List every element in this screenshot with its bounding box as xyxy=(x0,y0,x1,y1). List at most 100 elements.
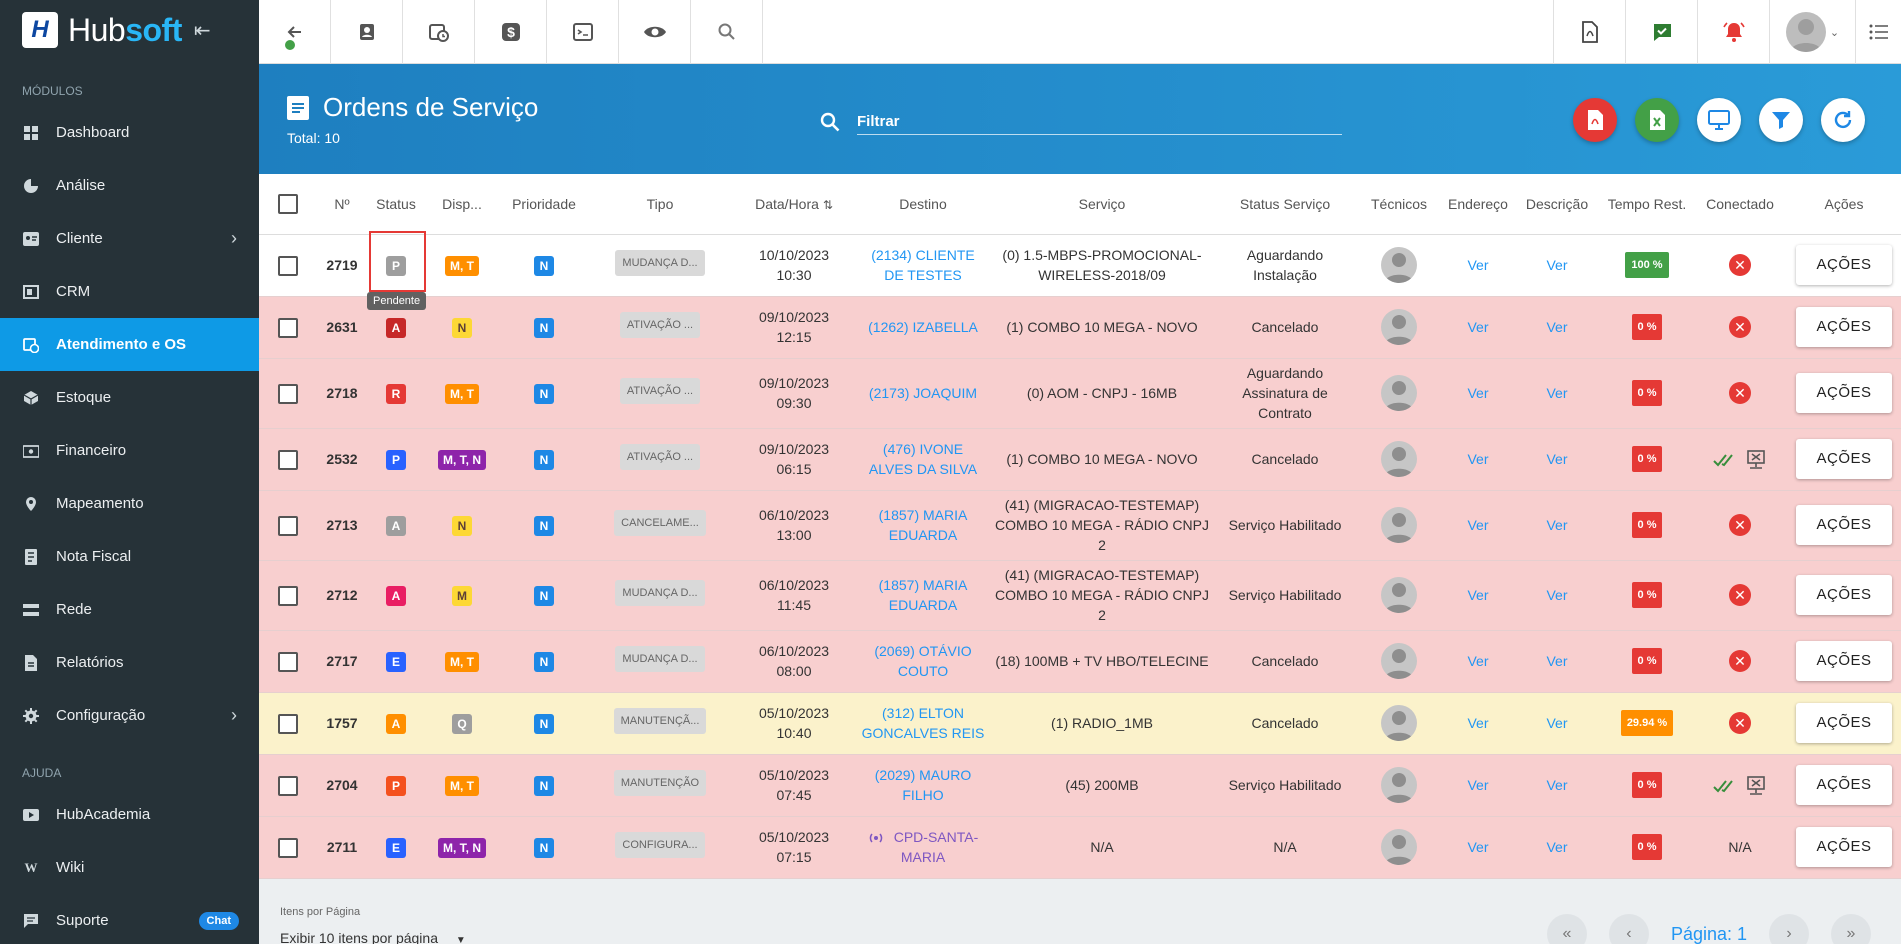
status-badge[interactable]: A xyxy=(386,585,406,606)
column-header-address[interactable]: Endereço xyxy=(1443,174,1513,235)
status-badge[interactable]: P xyxy=(386,255,406,276)
destination-link[interactable]: (2069) OTÁVIO COUTO xyxy=(874,643,972,679)
row-checkbox[interactable] xyxy=(278,775,298,796)
status-badge[interactable]: R xyxy=(386,383,406,404)
actions-button[interactable]: AÇÕES xyxy=(1796,245,1892,285)
sidebar-item-financeiro[interactable]: Financeiro xyxy=(0,424,259,477)
status-badge[interactable]: P xyxy=(386,449,406,470)
destination-link[interactable]: (2173) JOAQUIM xyxy=(868,385,978,401)
actions-button[interactable]: AÇÕES xyxy=(1796,373,1892,413)
actions-button[interactable]: AÇÕES xyxy=(1796,703,1892,743)
description-link[interactable]: Ver xyxy=(1546,451,1568,467)
sidebar-item-relatorios[interactable]: Relatórios xyxy=(0,636,259,689)
row-checkbox[interactable] xyxy=(278,585,298,606)
table-row[interactable]: 2712 A M N MUDANÇA D... 06/10/2023 11:45 (1857)… xyxy=(259,560,1901,631)
pdf-export-button[interactable] xyxy=(1553,0,1625,64)
actions-button[interactable]: AÇÕES xyxy=(1796,765,1892,805)
row-checkbox[interactable] xyxy=(278,713,298,734)
sidebar-item-analise[interactable]: Análise xyxy=(0,159,259,212)
destination-link[interactable]: (476) IVONE ALVES DA SILVA xyxy=(868,441,978,477)
table-row[interactable]: 2711 E M, T, N N CONFIGURA... 05/10/2023 07:15… xyxy=(259,816,1901,879)
address-link[interactable]: Ver xyxy=(1467,839,1489,855)
description-link[interactable]: Ver xyxy=(1546,777,1568,793)
technician-avatar[interactable] xyxy=(1381,829,1417,865)
destination-link[interactable]: (1857) MARIA EDUARDA xyxy=(878,507,968,543)
status-badge[interactable]: P xyxy=(386,775,406,796)
technician-avatar[interactable] xyxy=(1381,577,1417,613)
actions-button[interactable]: AÇÕES xyxy=(1796,307,1892,347)
filter-input[interactable] xyxy=(857,109,1342,135)
sidebar-item-crm[interactable]: CRM xyxy=(0,265,259,318)
actions-button[interactable]: AÇÕES xyxy=(1796,641,1892,681)
collapse-menu-icon[interactable]: ⇤ xyxy=(193,19,211,42)
sidebar-item-cliente[interactable]: Cliente › xyxy=(0,212,259,265)
column-header-type[interactable]: Tipo xyxy=(589,174,731,235)
export-excel-button[interactable] xyxy=(1635,98,1679,142)
table-row[interactable]: 2717 E M, T N MUDANÇA D... 06/10/2023 08:00 (20… xyxy=(259,630,1901,693)
technician-avatar[interactable] xyxy=(1381,375,1417,411)
table-row[interactable]: 2718 R M, T N ATIVAÇÃO ... 09/10/2023 09:30 (21… xyxy=(259,358,1901,429)
table-row[interactable]: 2713 A N N CANCELAME... 06/10/2023 13:00 (1857)… xyxy=(259,490,1901,561)
address-link[interactable]: Ver xyxy=(1467,777,1489,793)
display-button[interactable] xyxy=(1697,98,1741,142)
row-checkbox[interactable] xyxy=(278,837,298,858)
destination-link[interactable]: (1857) MARIA EDUARDA xyxy=(878,577,968,613)
destination-link[interactable]: (312) ELTON GONCALVES REIS xyxy=(861,705,985,741)
messages-button[interactable] xyxy=(1625,0,1697,64)
terminal-button[interactable] xyxy=(547,0,619,64)
description-link[interactable]: Ver xyxy=(1546,587,1568,603)
status-badge[interactable]: E xyxy=(386,837,406,858)
column-header-destination[interactable]: Destino xyxy=(857,174,989,235)
technician-avatar[interactable] xyxy=(1381,705,1417,741)
address-link[interactable]: Ver xyxy=(1467,517,1489,533)
address-link[interactable]: Ver xyxy=(1467,319,1489,335)
description-link[interactable]: Ver xyxy=(1546,319,1568,335)
actions-button[interactable]: AÇÕES xyxy=(1796,575,1892,615)
back-button[interactable] xyxy=(259,0,331,64)
row-checkbox[interactable] xyxy=(278,651,298,672)
sidebar-item-nota-fiscal[interactable]: Nota Fiscal xyxy=(0,530,259,583)
technician-avatar[interactable] xyxy=(1381,247,1417,283)
sidebar-item-atendimento-e-os[interactable]: Atendimento e OS xyxy=(0,318,259,371)
row-checkbox[interactable] xyxy=(278,383,298,404)
address-link[interactable]: Ver xyxy=(1467,715,1489,731)
column-header-disp[interactable]: Disp... xyxy=(425,174,499,235)
column-header-priority[interactable]: Prioridade xyxy=(499,174,589,235)
refresh-button[interactable] xyxy=(1821,98,1865,142)
column-header-service[interactable]: Serviço xyxy=(989,174,1215,235)
description-link[interactable]: Ver xyxy=(1546,257,1568,273)
sidebar-item-rede[interactable]: Rede xyxy=(0,583,259,636)
description-link[interactable]: Ver xyxy=(1546,839,1568,855)
technician-avatar[interactable] xyxy=(1381,643,1417,679)
actions-button[interactable]: AÇÕES xyxy=(1796,505,1892,545)
status-badge[interactable]: A xyxy=(386,515,406,536)
technician-avatar[interactable] xyxy=(1381,767,1417,803)
user-menu[interactable]: ⌄ xyxy=(283,0,1855,64)
column-header-datetime[interactable]: Data/Hora ⇅ xyxy=(731,174,857,235)
table-row[interactable]: 1757 A Q N MANUTENÇÃ... 05/10/2023 10:40 (312) … xyxy=(259,692,1901,755)
status-badge[interactable]: A xyxy=(386,317,406,338)
row-checkbox[interactable] xyxy=(278,317,298,338)
status-badge[interactable]: A xyxy=(386,713,406,734)
column-header-number[interactable]: Nº xyxy=(317,174,367,235)
sidebar-item-dashboard[interactable]: Dashboard xyxy=(0,106,259,159)
technician-avatar[interactable] xyxy=(1381,441,1417,477)
row-checkbox[interactable] xyxy=(278,449,298,470)
actions-button[interactable]: AÇÕES xyxy=(1796,827,1892,867)
description-link[interactable]: Ver xyxy=(1546,385,1568,401)
select-all-checkbox[interactable] xyxy=(278,193,298,214)
actions-button[interactable]: AÇÕES xyxy=(1796,439,1892,479)
next-page-button[interactable]: › xyxy=(1769,914,1809,944)
view-button[interactable] xyxy=(619,0,691,64)
main-menu-button[interactable] xyxy=(1855,0,1901,64)
table-row[interactable]: 2631 A N N ATIVAÇÃO ... 09/10/2023 12:15 (1262)… xyxy=(259,296,1901,359)
address-link[interactable]: Ver xyxy=(1467,653,1489,669)
sidebar-item-configuracao[interactable]: Configuração › xyxy=(0,689,259,742)
search-button[interactable] xyxy=(691,0,763,64)
destination-link[interactable]: CPD-SANTA-MARIA xyxy=(893,829,979,865)
column-header-technicians[interactable]: Técnicos xyxy=(1355,174,1443,235)
address-link[interactable]: Ver xyxy=(1467,587,1489,603)
column-header-service-status[interactable]: Status Serviço xyxy=(1215,174,1355,235)
finance-button[interactable]: $ xyxy=(475,0,547,64)
description-link[interactable]: Ver xyxy=(1546,715,1568,731)
